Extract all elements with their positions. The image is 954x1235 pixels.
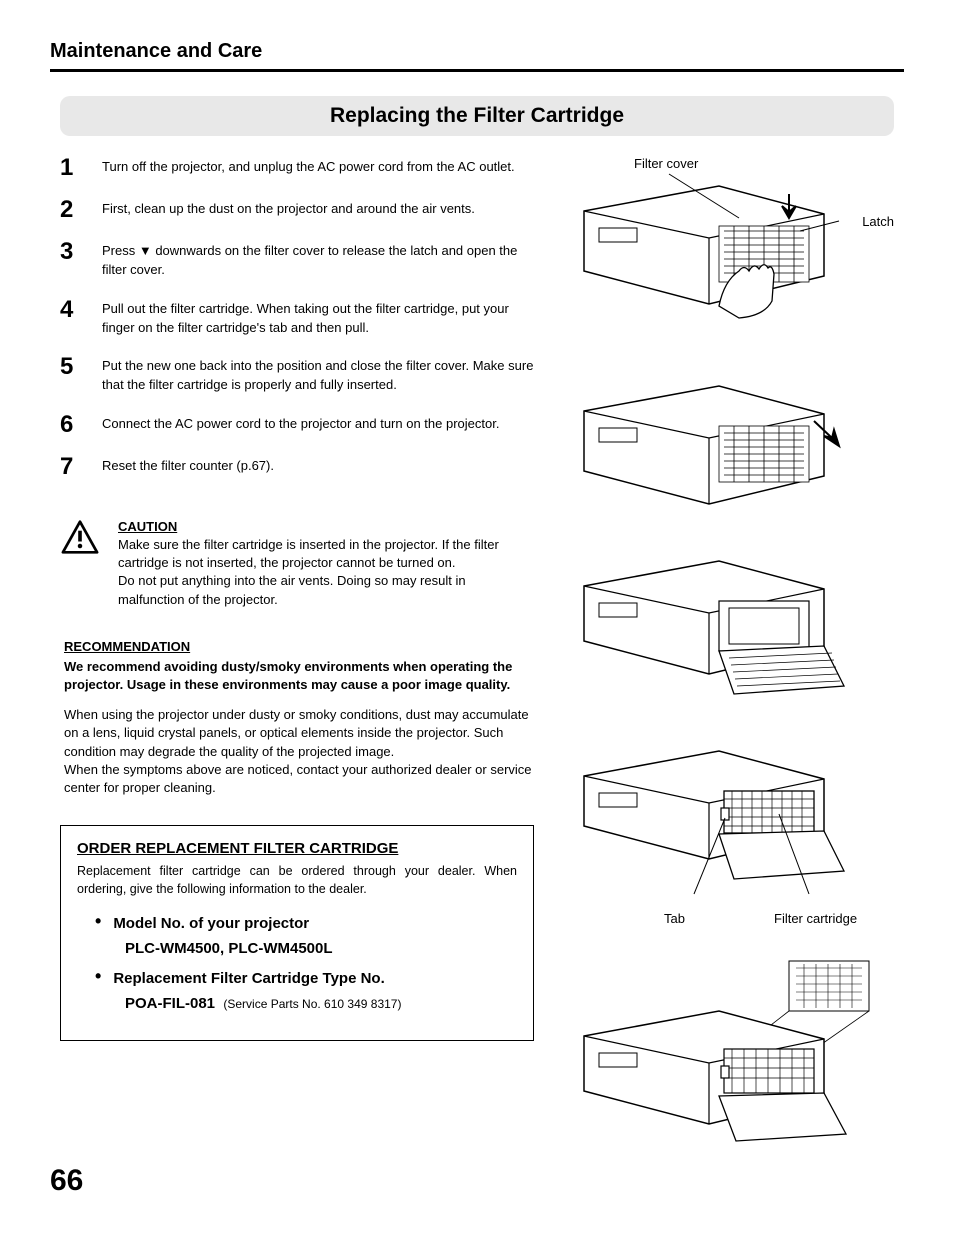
step-1: 1 Turn off the projector, and unplug the… xyxy=(60,156,534,180)
label-latch: Latch xyxy=(862,214,894,229)
step-text: Turn off the projector, and unplug the A… xyxy=(102,156,515,177)
recommendation-bold: We recommend avoiding dusty/smoky enviro… xyxy=(64,658,534,694)
step-number: 1 xyxy=(60,156,84,180)
caution-icon xyxy=(60,519,100,609)
service-parts-number: (Service Parts No. 610 349 8317) xyxy=(223,997,401,1011)
recommendation-text: When using the projector under dusty or … xyxy=(64,706,534,761)
label-tab: Tab xyxy=(664,911,685,926)
order-bullet-1-sub: PLC-WM4500, PLC-WM4500L xyxy=(125,940,517,957)
step-text: First, clean up the dust on the projecto… xyxy=(102,198,475,219)
caution-title: CAUTION xyxy=(118,519,534,534)
page-title: Replacing the Filter Cartridge xyxy=(60,96,894,136)
bullet-dot: • xyxy=(95,967,101,991)
step-number: 2 xyxy=(60,198,84,222)
order-bullet-2-sub: POA-FIL-081 (Service Parts No. 610 349 8… xyxy=(125,995,517,1012)
caution-text: Make sure the filter cartridge is insert… xyxy=(118,536,534,572)
diagram-insert-cartridge xyxy=(564,956,894,1156)
step-number: 7 xyxy=(60,455,84,479)
label-filter-cover: Filter cover xyxy=(634,156,698,171)
page-number: 66 xyxy=(50,1164,83,1198)
step-text: Connect the AC power cord to the project… xyxy=(102,413,499,434)
step-7: 7 Reset the filter counter (p.67). xyxy=(60,455,534,479)
recommendation-title: RECOMMENDATION xyxy=(64,639,534,654)
part-number: POA-FIL-081 xyxy=(125,995,215,1012)
caution-content: CAUTION Make sure the filter cartridge i… xyxy=(118,519,534,609)
step-number: 3 xyxy=(60,240,84,264)
recommendation-text: When the symptoms above are noticed, con… xyxy=(64,761,534,797)
content-area: 1 Turn off the projector, and unplug the… xyxy=(50,156,904,1186)
diagram-filter-cover: Filter cover Latch xyxy=(564,156,894,336)
step-number: 6 xyxy=(60,413,84,437)
step-number: 4 xyxy=(60,298,84,322)
step-5: 5 Put the new one back into the position… xyxy=(60,355,534,395)
order-box: ORDER REPLACEMENT FILTER CARTRIDGE Repla… xyxy=(60,825,534,1041)
diagram-open-cover xyxy=(564,366,894,516)
diagram-cover-open xyxy=(564,546,894,706)
step-2: 2 First, clean up the dust on the projec… xyxy=(60,198,534,222)
step-text: Pull out the filter cartridge. When taki… xyxy=(102,298,534,338)
left-column: 1 Turn off the projector, and unplug the… xyxy=(60,156,534,1186)
order-bullet-1: • Model No. of your projector xyxy=(95,912,517,936)
right-column: Filter cover Latch xyxy=(564,156,894,1186)
bullet-text: Model No. of your projector xyxy=(113,912,309,936)
recommendation-block: RECOMMENDATION We recommend avoiding dus… xyxy=(60,639,534,797)
step-text: Reset the filter counter (p.67). xyxy=(102,455,274,476)
step-3: 3 Press ▼ downwards on the filter cover … xyxy=(60,240,534,280)
step-text: Press ▼ downwards on the filter cover to… xyxy=(102,240,534,280)
order-intro: Replacement filter cartridge can be orde… xyxy=(77,863,517,898)
section-header: Maintenance and Care xyxy=(50,40,904,63)
diagram-cartridge-out: Tab Filter cartridge xyxy=(564,736,894,926)
caution-text: Do not put anything into the air vents. … xyxy=(118,572,534,608)
bullet-text: Replacement Filter Cartridge Type No. xyxy=(113,967,384,991)
order-title: ORDER REPLACEMENT FILTER CARTRIDGE xyxy=(77,840,517,857)
label-filter-cartridge: Filter cartridge xyxy=(774,911,857,926)
step-6: 6 Connect the AC power cord to the proje… xyxy=(60,413,534,437)
section-rule xyxy=(50,69,904,72)
step-text: Put the new one back into the position a… xyxy=(102,355,534,395)
order-bullet-2: • Replacement Filter Cartridge Type No. xyxy=(95,967,517,991)
step-4: 4 Pull out the filter cartridge. When ta… xyxy=(60,298,534,338)
bullet-dot: • xyxy=(95,912,101,936)
caution-block: CAUTION Make sure the filter cartridge i… xyxy=(60,519,534,609)
step-number: 5 xyxy=(60,355,84,379)
